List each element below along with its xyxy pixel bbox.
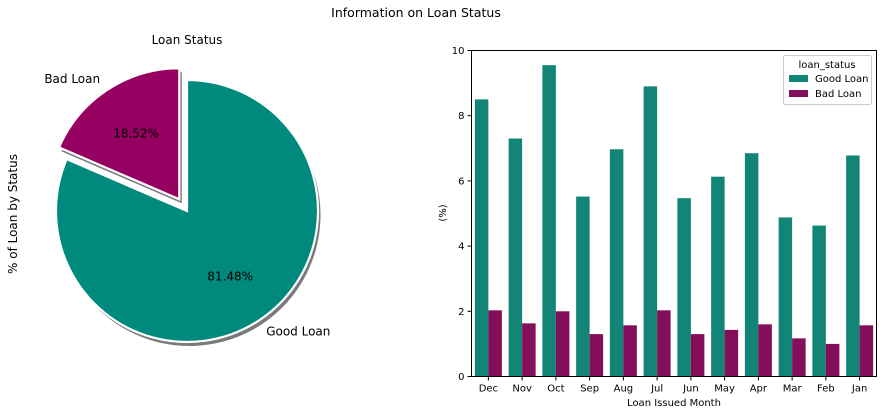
bar-good-loan-feb <box>812 225 826 377</box>
pie-label-good-loan: Good Loan <box>266 324 330 338</box>
bar-good-loan-jun <box>677 198 691 377</box>
x-tick-label-oct: Oct <box>547 384 564 395</box>
bar-good-loan-jul <box>643 86 658 377</box>
bar-good-loan-oct <box>542 65 556 377</box>
x-tick-label-aug: Aug <box>614 384 634 395</box>
pie-pct-label-good-loan: 81.48% <box>207 270 253 284</box>
bar-good-loan-nov <box>508 138 523 377</box>
x-tick-label-jan: Jan <box>851 384 867 395</box>
bar-marks <box>474 65 874 377</box>
y-tick-label: 8 <box>458 111 464 122</box>
bar-y-axis: 0 2 4 6 8 10 <box>452 46 472 383</box>
bar-x-axis: Dec Nov Oct Sep Aug Jul Jun May Apr Mar Feb Jan <box>479 376 867 395</box>
pie-slice-bad-loan <box>57 67 181 201</box>
pie-labels: 81.48% Good Loan 18.52% Bad Loan <box>44 72 330 338</box>
x-tick-label-mar: Mar <box>783 384 803 395</box>
bar-bad-loan-aug <box>623 325 637 377</box>
pie-title: Loan Status <box>152 33 223 47</box>
bar-bad-loan-dec <box>488 310 502 377</box>
x-tick-label-dec: Dec <box>479 384 498 395</box>
bar-bad-loan-mar <box>792 338 806 377</box>
pie-slice-good-loan <box>54 78 320 344</box>
x-tick-label-sep: Sep <box>580 384 599 395</box>
x-tick-label-jul: Jul <box>650 384 663 395</box>
bar-good-loan-apr <box>744 153 759 377</box>
bar-ylabel: (%) <box>438 204 449 221</box>
x-tick-label-feb: Feb <box>817 384 835 395</box>
x-tick-label-jun: Jun <box>682 384 699 395</box>
bar-chart: 0 2 4 6 8 10 Dec Nov Oct Sep Aug Jul Jun May Apr Mar Fe… <box>438 46 877 409</box>
x-tick-label-may: May <box>714 384 735 395</box>
y-tick-label: 10 <box>452 46 465 57</box>
y-tick-label: 4 <box>458 242 464 253</box>
bar-bad-loan-may <box>724 329 739 377</box>
bar-good-loan-dec <box>474 99 489 377</box>
bar-bad-loan-oct <box>555 311 570 377</box>
y-tick-label: 6 <box>458 176 464 187</box>
pie-chart: Loan Status % of Loan by Status 81.48% Go… <box>6 33 330 347</box>
legend-swatch-good-loan <box>789 75 808 82</box>
legend-label-bad-loan: Bad Loan <box>815 89 862 100</box>
pie-slices <box>54 67 320 344</box>
pie-label-bad-loan: Bad Loan <box>44 72 100 86</box>
y-tick-label: 0 <box>458 372 464 383</box>
x-tick-label-apr: Apr <box>750 384 768 395</box>
bar-bad-loan-feb <box>825 343 840 377</box>
bar-plot-frame <box>471 50 877 377</box>
figure-suptitle: Information on Loan Status <box>331 5 501 20</box>
bar-bad-loan-jul <box>657 310 671 377</box>
bar-bad-loan-nov <box>522 323 536 377</box>
bar-bad-loan-jun <box>690 334 705 377</box>
legend-swatch-bad-loan <box>789 90 808 97</box>
legend-title: loan_status <box>798 60 855 71</box>
pie-pct-label-bad-loan: 18.52% <box>113 127 159 141</box>
bar-good-loan-jan <box>846 155 860 377</box>
pie-ylabel: % of Loan by Status <box>6 154 20 274</box>
bar-bad-loan-sep <box>589 334 604 377</box>
bar-good-loan-mar <box>778 217 793 377</box>
x-tick-label-nov: Nov <box>512 384 532 395</box>
bar-good-loan-aug <box>609 149 624 377</box>
bar-good-loan-sep <box>576 196 590 377</box>
bar-legend: loan_status Good Loan Bad Loan <box>783 55 872 105</box>
bar-xlabel: Loan Issued Month <box>627 398 721 409</box>
y-tick-label: 2 <box>458 307 464 318</box>
legend-label-good-loan: Good Loan <box>815 74 869 85</box>
bar-good-loan-may <box>711 176 725 377</box>
bar-bad-loan-apr <box>758 324 772 377</box>
bar-bad-loan-jan <box>859 325 874 377</box>
